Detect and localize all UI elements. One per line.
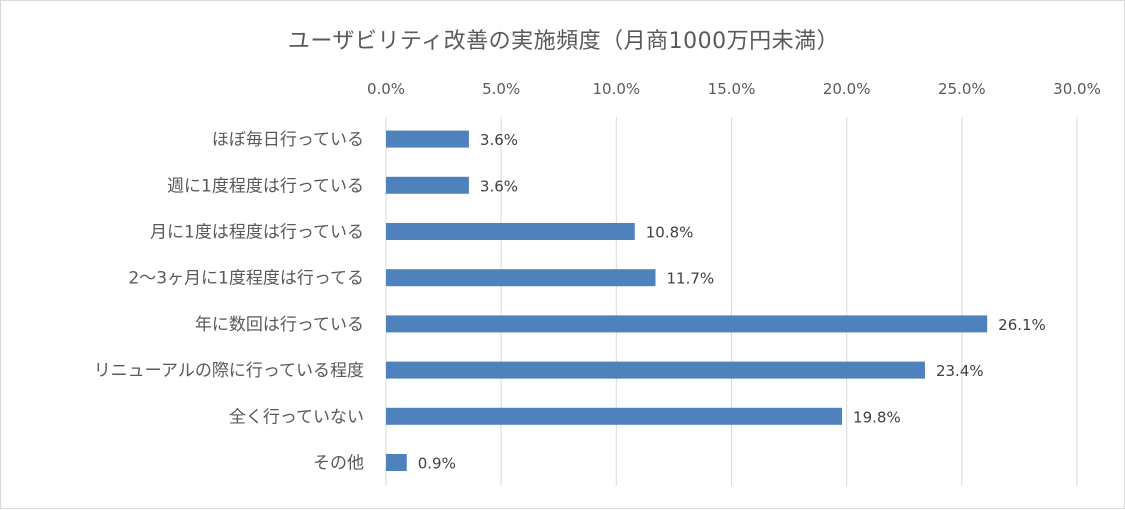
category-label: 2〜3ヶ月に1度程度は行ってる <box>128 269 364 289</box>
category-label: リニューアルの際に行っている程度 <box>94 361 364 381</box>
data-label: 3.6% <box>480 131 518 149</box>
chart-title: ユーザビリティ改善の実施頻度（月商1000万円未満） <box>287 29 840 54</box>
bar <box>386 315 988 333</box>
bar <box>386 176 469 194</box>
category-label: 年に数回は行っている <box>195 315 364 335</box>
bar <box>386 269 656 287</box>
category-label: 月に1度は程度は行っている <box>150 223 364 243</box>
x-tick-label: 5.0% <box>482 80 520 98</box>
data-label: 0.9% <box>418 455 456 473</box>
data-label: 11.7% <box>666 270 714 288</box>
category-label: ほぼ毎日行っている <box>212 130 364 150</box>
x-tick-label: 30.0% <box>1053 80 1101 98</box>
category-label: 週に1度程度は行っている <box>167 176 364 196</box>
category-label: 全く行っていない <box>229 407 364 427</box>
x-tick-label: 25.0% <box>938 80 986 98</box>
x-tick-label: 20.0% <box>823 80 871 98</box>
data-label: 10.8% <box>646 224 694 242</box>
bar <box>386 361 925 379</box>
data-label: 19.8% <box>853 408 901 426</box>
bar <box>386 454 407 471</box>
data-label: 26.1% <box>998 316 1046 334</box>
data-label: 3.6% <box>480 177 518 195</box>
bar <box>386 223 635 240</box>
x-tick-label: 15.0% <box>708 80 756 98</box>
bar <box>386 130 469 148</box>
x-tick-label: 10.0% <box>593 80 641 98</box>
category-label: その他 <box>313 454 364 474</box>
data-label: 23.4% <box>936 362 984 380</box>
bar <box>386 407 843 425</box>
x-tick-label: 0.0% <box>367 80 405 98</box>
